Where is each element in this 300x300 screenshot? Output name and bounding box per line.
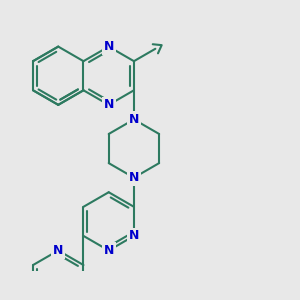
Text: N: N xyxy=(53,244,63,257)
Text: N: N xyxy=(103,98,114,111)
Text: N: N xyxy=(129,230,139,242)
Text: N: N xyxy=(103,244,114,257)
Text: N: N xyxy=(129,171,139,184)
Text: N: N xyxy=(129,113,139,126)
Text: N: N xyxy=(103,40,114,53)
